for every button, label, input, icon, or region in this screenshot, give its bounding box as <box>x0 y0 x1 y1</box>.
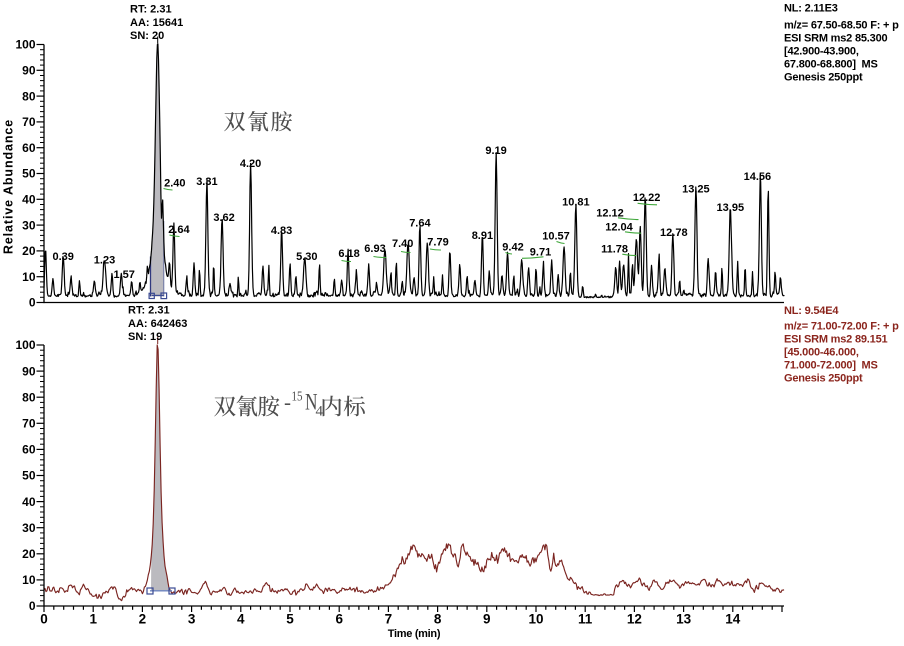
svg-text:5.30: 5.30 <box>296 251 317 263</box>
svg-text:7.79: 7.79 <box>427 237 448 249</box>
svg-text:4.83: 4.83 <box>271 225 292 237</box>
svg-text:8: 8 <box>434 612 442 627</box>
svg-text:12.78: 12.78 <box>660 227 688 239</box>
svg-text:9.71: 9.71 <box>530 247 551 259</box>
svg-text:11.78: 11.78 <box>601 244 628 256</box>
svg-text:7.64: 7.64 <box>409 217 431 229</box>
svg-text:60: 60 <box>22 141 36 155</box>
svg-text:40: 40 <box>22 193 36 207</box>
svg-text:14.56: 14.56 <box>744 171 772 183</box>
svg-text:8.91: 8.91 <box>472 230 493 242</box>
svg-text:100: 100 <box>15 338 35 352</box>
svg-text:[42.900-43.900,: [42.900-43.900, <box>784 46 859 58</box>
svg-text:Relative Abundance: Relative Abundance <box>2 119 16 254</box>
svg-text:3.31: 3.31 <box>196 176 217 188</box>
svg-text:30: 30 <box>22 521 36 535</box>
svg-text:5: 5 <box>286 612 294 627</box>
svg-text:50: 50 <box>22 469 36 483</box>
svg-text:13: 13 <box>676 612 692 627</box>
svg-text:AA: 15641: AA: 15641 <box>130 17 183 29</box>
svg-text:1: 1 <box>89 612 97 627</box>
svg-text:NL: 2.11E3: NL: 2.11E3 <box>784 3 838 15</box>
svg-text:70: 70 <box>22 417 36 431</box>
svg-text:90: 90 <box>22 64 36 78</box>
svg-text:1.23: 1.23 <box>94 255 115 267</box>
svg-text:9.19: 9.19 <box>485 145 506 157</box>
svg-text:6.93: 6.93 <box>364 243 385 255</box>
svg-text:AA: 642463: AA: 642463 <box>128 318 187 330</box>
svg-text:40: 40 <box>22 495 36 509</box>
svg-text:9: 9 <box>483 612 491 627</box>
svg-text:15: 15 <box>292 389 303 404</box>
svg-text:20: 20 <box>22 244 36 258</box>
svg-text:-: - <box>284 390 291 414</box>
svg-text:3: 3 <box>188 612 196 627</box>
svg-text:12.12: 12.12 <box>596 207 624 219</box>
svg-text:10: 10 <box>528 612 543 627</box>
svg-text:13.25: 13.25 <box>682 184 710 196</box>
svg-text:m/z= 71.00-72.00 F: + p: m/z= 71.00-72.00 F: + p <box>784 321 899 333</box>
svg-text:1.57: 1.57 <box>113 269 134 281</box>
svg-text:7.40: 7.40 <box>392 238 413 250</box>
svg-text:10: 10 <box>22 270 36 284</box>
svg-text:10.81: 10.81 <box>562 197 590 209</box>
svg-text:9.42: 9.42 <box>502 242 523 254</box>
svg-text:7: 7 <box>385 612 393 627</box>
svg-text:0: 0 <box>29 296 36 310</box>
svg-text:10: 10 <box>22 573 36 587</box>
svg-text:80: 80 <box>22 89 36 103</box>
svg-text:2: 2 <box>139 612 147 627</box>
svg-text:50: 50 <box>22 167 36 181</box>
svg-text:m/z= 67.50-68.50 F: + p: m/z= 67.50-68.50 F: + p <box>784 20 899 32</box>
svg-text:SN: 19: SN: 19 <box>128 331 162 343</box>
svg-text:N: N <box>305 390 318 415</box>
svg-text:SN: 20: SN: 20 <box>130 30 164 42</box>
svg-text:RT: 2.31: RT: 2.31 <box>128 305 170 317</box>
svg-text:3.62: 3.62 <box>213 212 234 224</box>
svg-text:90: 90 <box>22 364 36 378</box>
svg-text:80: 80 <box>22 390 36 404</box>
svg-text:0: 0 <box>40 612 48 627</box>
svg-text:4: 4 <box>237 612 245 627</box>
svg-text:6: 6 <box>335 612 343 627</box>
svg-text:10.57: 10.57 <box>542 231 570 243</box>
svg-text:ESI SRM ms2 89.151: ESI SRM ms2 89.151 <box>784 334 887 346</box>
svg-text:[45.000-46.000,: [45.000-46.000, <box>784 347 859 359</box>
svg-text:71.000-72.000] MS: 71.000-72.000] MS <box>784 360 878 372</box>
svg-text:ESI SRM ms2 85.300: ESI SRM ms2 85.300 <box>784 33 887 45</box>
svg-text:12: 12 <box>627 612 642 627</box>
svg-text:70: 70 <box>22 115 36 129</box>
svg-text:30: 30 <box>22 218 36 232</box>
svg-text:60: 60 <box>22 443 36 457</box>
svg-text:12.22: 12.22 <box>633 192 661 204</box>
svg-text:0: 0 <box>29 599 36 613</box>
svg-text:11: 11 <box>578 612 593 627</box>
svg-text:12.04: 12.04 <box>605 221 633 233</box>
svg-text:2.64: 2.64 <box>168 224 190 236</box>
svg-text:13.95: 13.95 <box>717 202 745 214</box>
svg-text:2.40: 2.40 <box>164 178 185 190</box>
svg-text:67.800-68.800] MS: 67.800-68.800] MS <box>784 59 878 71</box>
svg-text:20: 20 <box>22 547 36 561</box>
svg-text:100: 100 <box>15 38 35 52</box>
svg-text:14: 14 <box>725 612 741 627</box>
svg-text:Genesis 250ppt: Genesis 250ppt <box>784 373 863 385</box>
svg-text:Time (min): Time (min) <box>388 628 441 640</box>
svg-text:6.18: 6.18 <box>338 248 359 260</box>
svg-text:RT: 2.31: RT: 2.31 <box>130 4 172 16</box>
svg-text:NL: 9.54E4: NL: 9.54E4 <box>784 305 839 317</box>
svg-text:4: 4 <box>316 404 324 420</box>
svg-text:Genesis 250ppt: Genesis 250ppt <box>784 72 863 84</box>
svg-text:0.39: 0.39 <box>52 251 73 263</box>
svg-text:4.20: 4.20 <box>240 158 261 170</box>
